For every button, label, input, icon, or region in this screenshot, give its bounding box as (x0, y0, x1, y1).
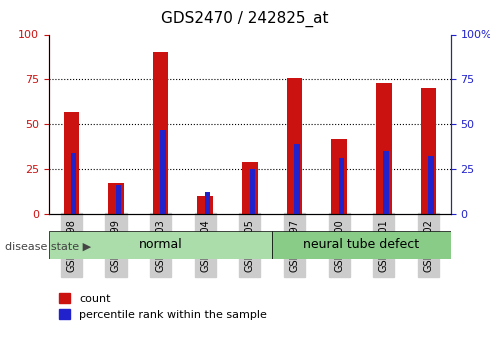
Bar (331, 139, 347, 214)
Bar (384, 151, 389, 214)
Text: normal: normal (139, 238, 182, 252)
Bar (287, 78, 302, 214)
Bar (376, 83, 392, 214)
Bar (197, 196, 213, 214)
Bar (64, 112, 79, 214)
Bar (205, 193, 210, 214)
Bar (294, 144, 299, 214)
Bar (428, 157, 434, 214)
Legend: count, percentile rank within the sample: count, percentile rank within the sample (54, 288, 271, 324)
FancyBboxPatch shape (272, 231, 451, 259)
Bar (339, 158, 344, 214)
Bar (108, 184, 124, 214)
FancyBboxPatch shape (49, 231, 272, 259)
Text: GDS2470 / 242825_at: GDS2470 / 242825_at (161, 10, 329, 27)
Bar (420, 88, 436, 214)
Text: disease state ▶: disease state ▶ (5, 242, 91, 252)
Bar (153, 52, 169, 214)
Bar (249, 169, 255, 214)
Bar (160, 130, 166, 214)
Bar (242, 162, 258, 214)
Text: neural tube defect: neural tube defect (303, 238, 419, 252)
Bar (71, 153, 76, 214)
Bar (116, 185, 121, 214)
